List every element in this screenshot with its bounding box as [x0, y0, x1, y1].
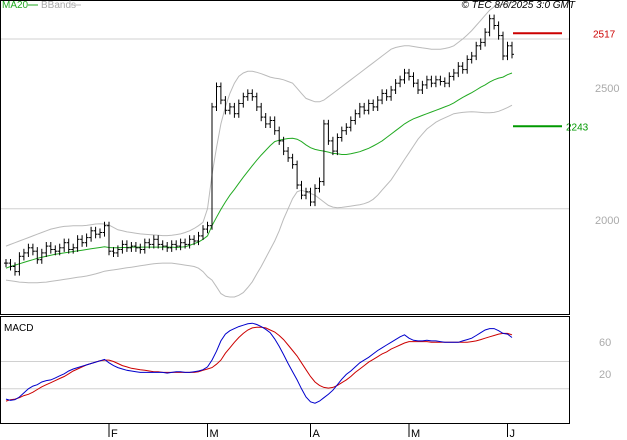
bb-lower-band	[5, 104, 513, 298]
x-tick-label: J	[510, 428, 516, 440]
macd-tick-label: 60	[599, 337, 611, 349]
macd-signal-line	[5, 326, 513, 402]
timestamp: © TEC 8/6/2025 3:0 GMT	[461, 0, 575, 11]
macd-line	[5, 322, 513, 404]
x-tick-label: F	[111, 428, 118, 440]
ma-legend-label: MA20	[2, 0, 29, 11]
support-label: 2243	[566, 122, 589, 133]
grid-lines	[0, 38, 570, 390]
x-tick-label: M	[411, 428, 420, 440]
bollinger-bands	[5, 1, 513, 298]
bbands-legend-label: BBands	[41, 0, 76, 11]
price-tick-label: 2500	[595, 83, 619, 95]
price-tick-label: 2000	[595, 215, 619, 227]
macd-panel-frame	[0, 316, 570, 424]
price-bars	[4, 14, 514, 276]
ma20-line	[5, 72, 513, 269]
macd-lines	[5, 322, 513, 404]
price-panel-frame	[0, 0, 570, 315]
x-tick-label: A	[313, 428, 321, 440]
resistance-label: 2517	[593, 29, 616, 40]
bb-upper-band	[5, 1, 513, 247]
macd-tick-label: 20	[599, 369, 611, 381]
macd-title: MACD	[4, 323, 33, 334]
x-tick-label: M	[210, 428, 219, 440]
